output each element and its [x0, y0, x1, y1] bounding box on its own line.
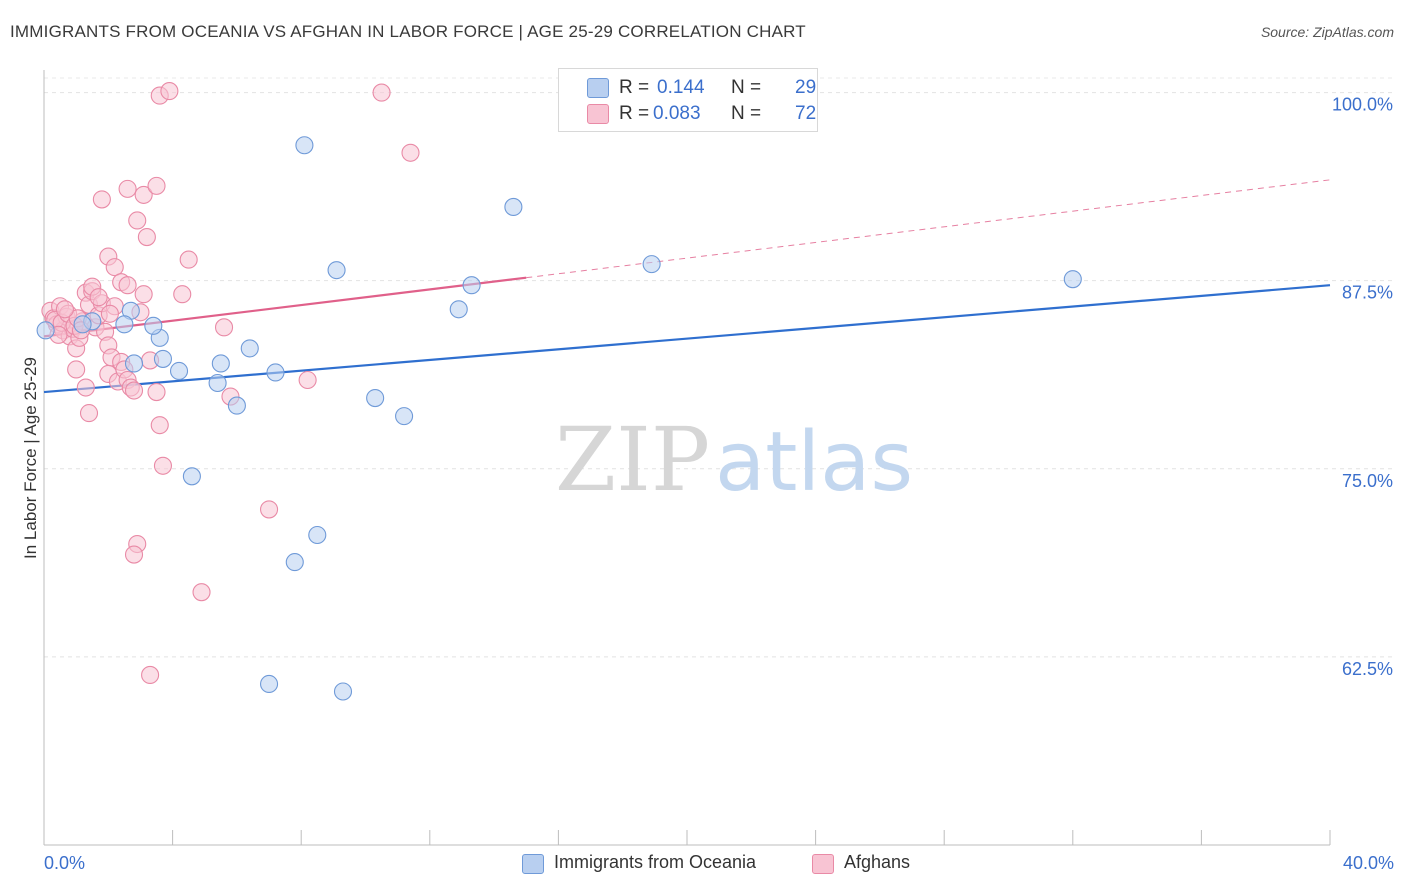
legend-swatch-blue — [587, 78, 609, 98]
y-tick-labels: 62.5% 75.0% 87.5% 100.0% — [1332, 95, 1393, 679]
data-point-afghans — [259, 500, 279, 519]
data-point-afghans — [179, 250, 198, 269]
data-point-afghans — [118, 276, 137, 295]
data-point-afghans — [401, 143, 420, 162]
legend-r-label: R = — [619, 77, 650, 98]
data-point-oceania — [504, 197, 523, 216]
data-point-oceania — [266, 363, 285, 382]
data-point-oceania — [308, 525, 327, 545]
data-point-oceania — [153, 349, 173, 368]
trend-line-oceania — [43, 284, 1331, 394]
data-point-afghans — [214, 318, 234, 337]
data-point-oceania — [36, 321, 55, 340]
data-point-oceania — [144, 316, 163, 335]
source-label: Source: ZipAtlas.com — [1260, 24, 1394, 40]
data-point-afghans — [92, 190, 111, 209]
data-point-oceania — [182, 467, 201, 486]
data-point-afghans — [134, 285, 153, 304]
data-point-oceania — [227, 396, 246, 415]
watermark-atlas: atlas — [715, 415, 913, 510]
chart-title: IMMIGRANTS FROM OCEANIA VS AFGHAN IN LAB… — [10, 22, 806, 41]
data-points — [36, 82, 1082, 701]
data-point-oceania — [366, 389, 385, 408]
legend-n-value: 72 — [795, 103, 817, 124]
trend-lines — [43, 179, 1331, 394]
data-point-afghans — [153, 456, 173, 475]
data-point-afghans — [150, 416, 169, 435]
legend-n-label: N = — [731, 103, 762, 124]
data-point-afghans — [147, 176, 166, 195]
data-point-oceania — [240, 339, 259, 358]
data-point-afghans — [89, 288, 108, 307]
legend-r-value: 0.144 — [657, 77, 705, 98]
legend-n-label: N = — [731, 77, 762, 98]
data-point-oceania — [333, 682, 353, 701]
data-point-afghans — [118, 179, 137, 198]
data-point-afghans — [105, 258, 124, 277]
legend-n-value: 29 — [795, 77, 817, 98]
y-axis-label: In Labor Force | Age 25-29 — [21, 357, 40, 559]
bottom-legend-oceania: Immigrants from Oceania — [554, 852, 757, 872]
legend-r-label: R = — [619, 103, 650, 124]
data-point-oceania — [259, 674, 279, 694]
data-point-afghans — [173, 285, 192, 304]
data-point-afghans — [55, 300, 74, 319]
data-point-afghans — [372, 83, 391, 102]
data-point-afghans — [128, 211, 147, 230]
data-point-afghans — [124, 545, 144, 564]
data-point-afghans — [192, 583, 211, 602]
data-point-afghans — [137, 227, 156, 247]
data-point-afghans — [67, 360, 86, 379]
stats-legend: R = 0.144 N = 29 R = 0.083 N = 72 — [558, 68, 818, 132]
x-tick-label-min: 0.0% — [44, 853, 85, 873]
x-tick-label-max: 40.0% — [1343, 853, 1394, 873]
data-point-oceania — [124, 354, 144, 373]
data-point-oceania — [642, 255, 661, 274]
bottom-legend-swatch-oceania — [522, 854, 544, 874]
y-tick-label: 100.0% — [1332, 95, 1393, 115]
data-point-afghans — [76, 378, 95, 397]
data-point-oceania — [449, 300, 468, 319]
data-point-oceania — [1063, 270, 1082, 289]
bottom-legend-afghans: Afghans — [844, 852, 911, 872]
data-point-afghans — [160, 82, 179, 101]
data-point-afghans — [141, 665, 160, 685]
data-point-oceania — [285, 553, 304, 572]
legend-swatch-pink — [587, 104, 609, 124]
y-tick-label: 75.0% — [1342, 471, 1393, 491]
data-point-oceania — [208, 373, 227, 393]
legend-r-value: 0.083 — [653, 103, 701, 124]
axes — [43, 70, 1331, 846]
data-point-afghans — [298, 370, 317, 390]
y-tick-label: 87.5% — [1342, 283, 1393, 303]
data-point-oceania — [73, 315, 92, 334]
y-tick-label: 62.5% — [1342, 659, 1393, 679]
data-point-afghans — [79, 404, 99, 423]
bottom-legend-swatch-afghans — [812, 854, 834, 874]
data-point-oceania — [211, 354, 230, 373]
data-point-afghans — [100, 304, 119, 323]
data-point-oceania — [327, 261, 346, 280]
data-point-oceania — [395, 407, 414, 426]
gridlines — [44, 77, 1392, 658]
watermark-zip: ZIP — [555, 408, 710, 511]
data-point-afghans — [134, 185, 153, 204]
data-point-oceania — [295, 136, 314, 155]
data-point-afghans — [124, 381, 144, 400]
data-point-oceania — [169, 361, 189, 381]
data-point-oceania — [115, 315, 134, 334]
data-point-oceania — [462, 276, 481, 295]
data-point-afghans — [147, 382, 166, 402]
